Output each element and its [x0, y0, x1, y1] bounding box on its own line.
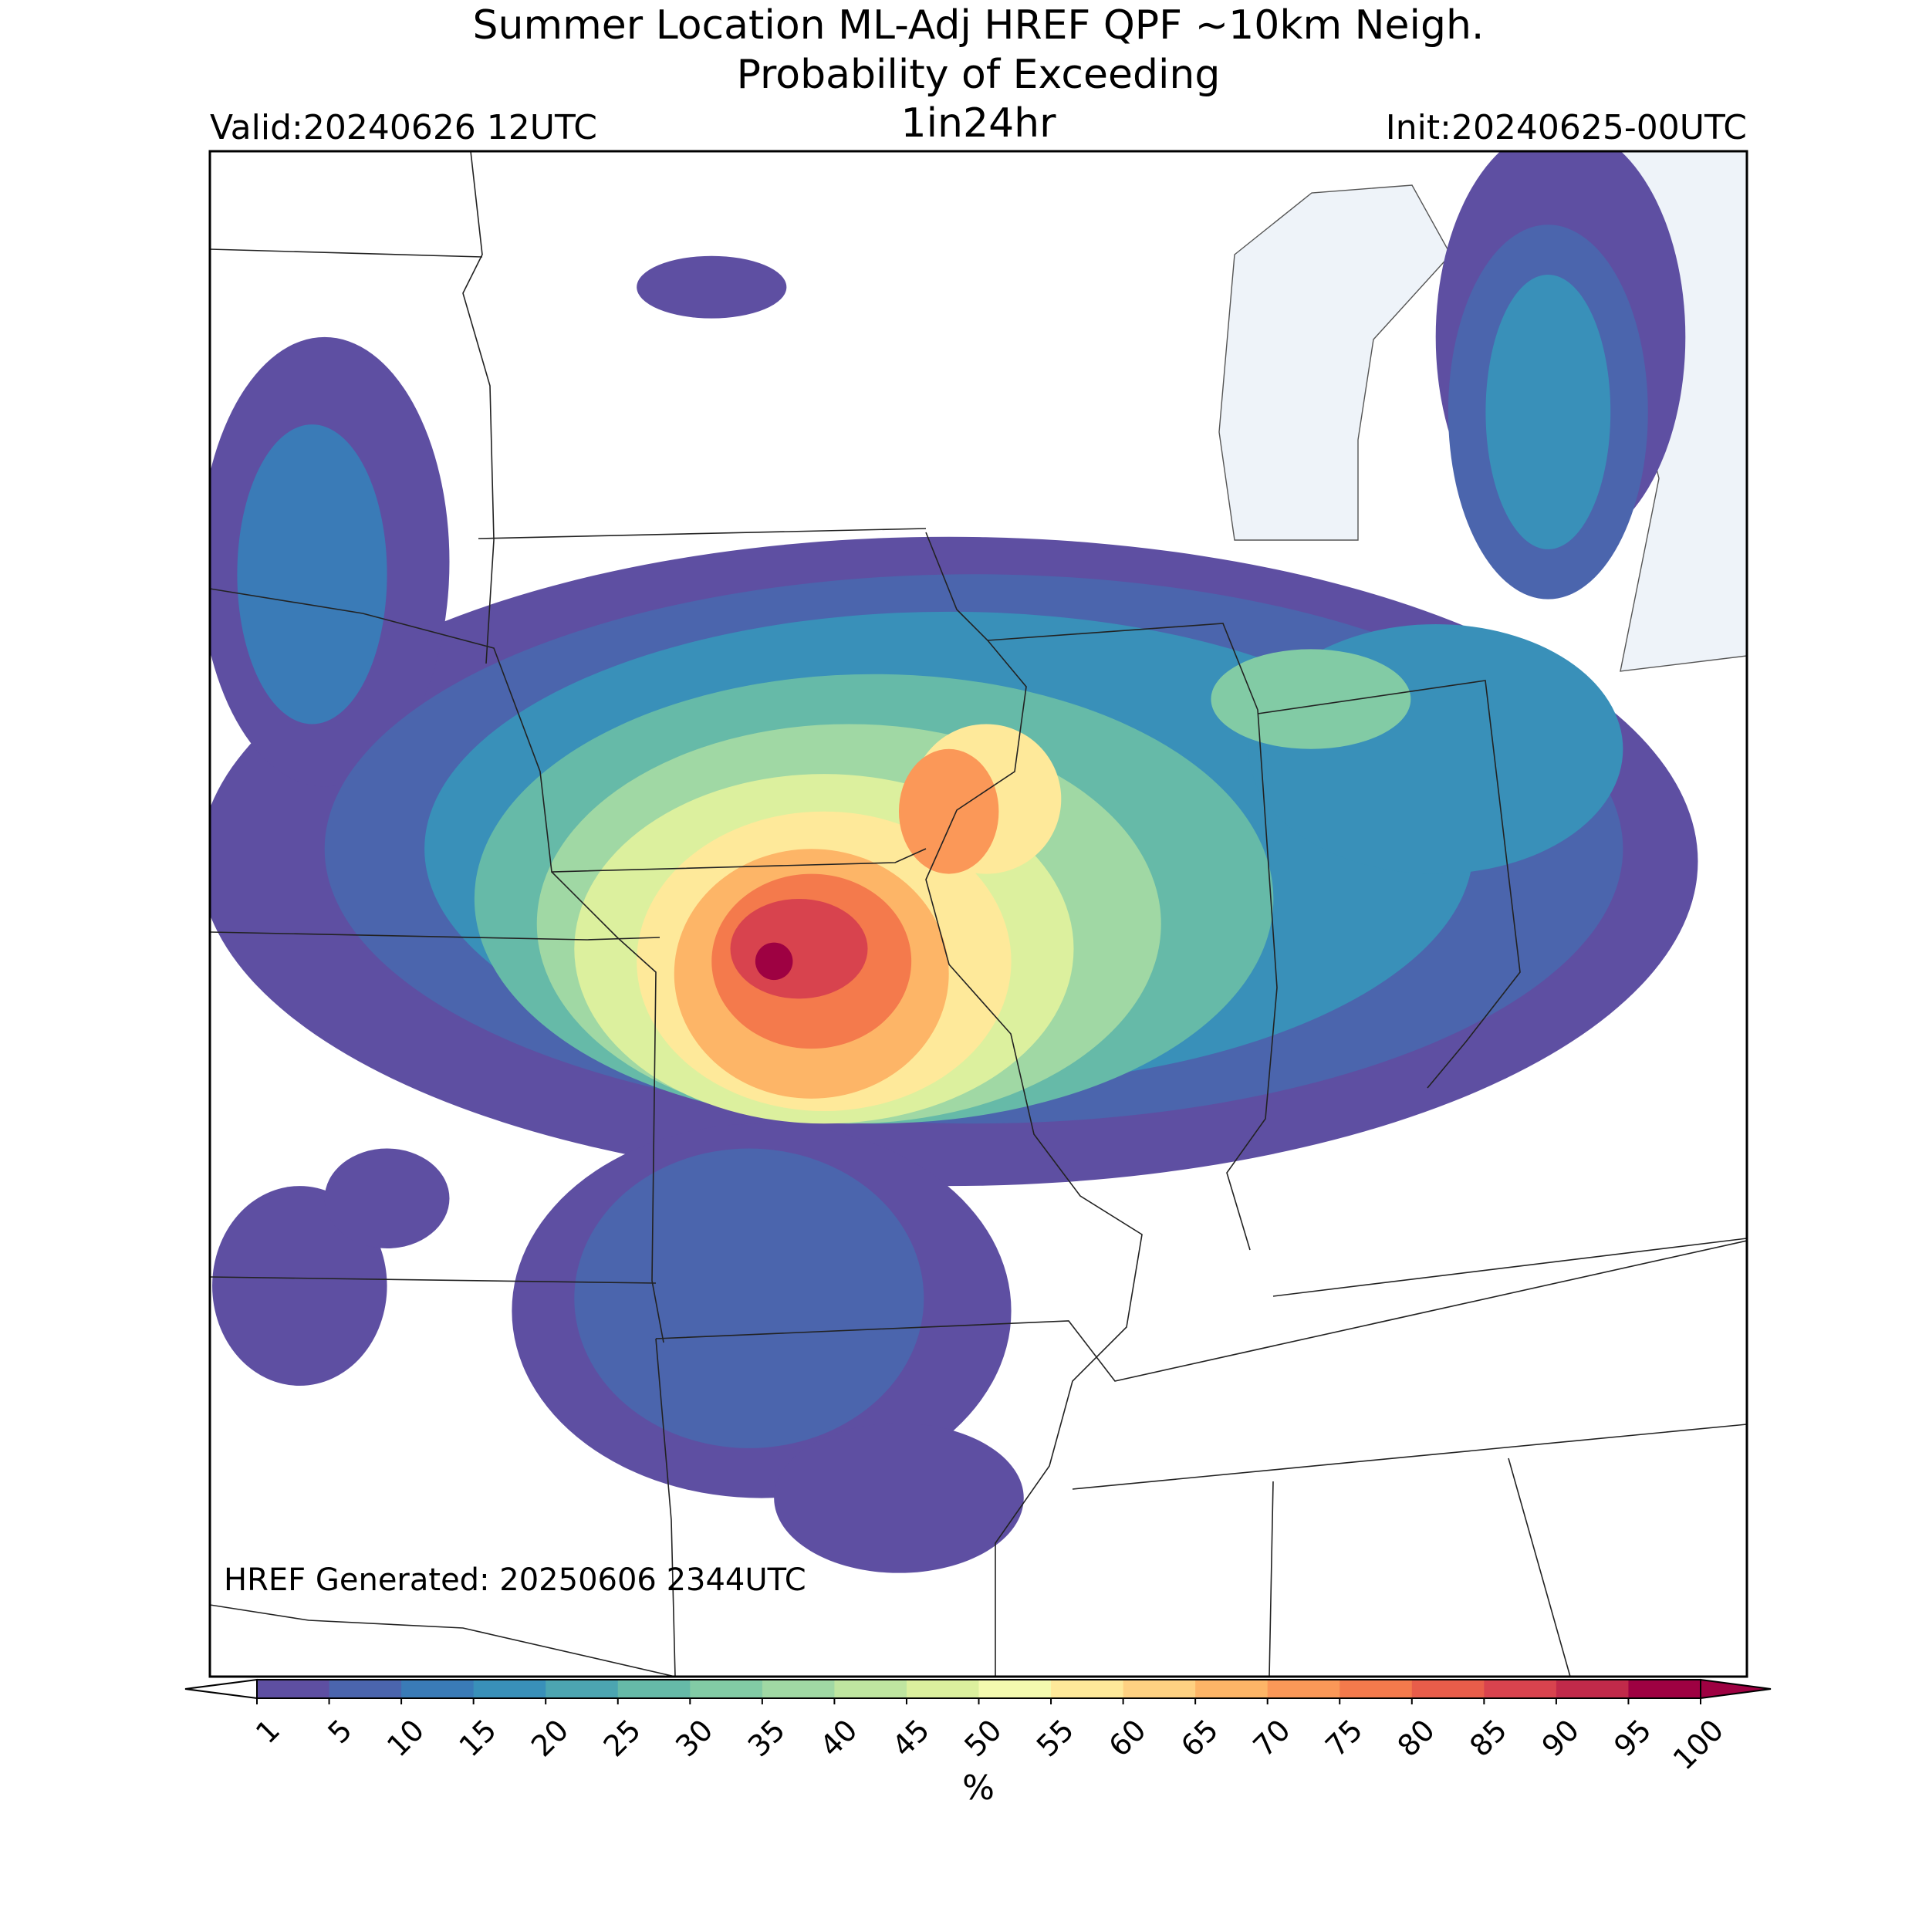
colorbar-tick-label: 95 [1607, 1713, 1657, 1763]
state-border [462, 151, 495, 664]
colorbar-segment [978, 1680, 1052, 1698]
state-border [210, 1276, 657, 1284]
colorbar-tick-label: 80 [1391, 1713, 1441, 1763]
river-border [925, 532, 1143, 1677]
title-line: 1in24hr [901, 100, 1057, 147]
colorbar-segment [329, 1680, 402, 1698]
state-border [987, 623, 1278, 1251]
precip-area [755, 942, 793, 981]
precip-area [637, 255, 787, 319]
colorbar-segment [1195, 1680, 1269, 1698]
colorbar-label: % [962, 1768, 995, 1808]
colorbar-tick-label: 100 [1667, 1713, 1730, 1776]
colorbar-tick-label: 20 [525, 1713, 575, 1763]
colorbar-tick-label: 90 [1535, 1713, 1586, 1763]
colorbar-segment [1628, 1680, 1701, 1698]
precip-area [1211, 649, 1411, 749]
colorbar-segment [906, 1680, 979, 1698]
colorbar-under [184, 1678, 258, 1700]
precip-area [237, 424, 387, 724]
precip-area [1485, 274, 1611, 549]
state-border [210, 1604, 676, 1677]
state-border [1269, 1457, 1571, 1677]
colorbar-tick-label: 5 [321, 1713, 358, 1750]
state-border [210, 248, 483, 258]
colorbar-tick-label: 50 [958, 1713, 1008, 1763]
init-time: Init:20240625-00UTC [1386, 108, 1747, 147]
state-border [478, 528, 927, 539]
colorbar-tick-label: 1 [249, 1713, 286, 1750]
colorbar-segment [762, 1680, 835, 1698]
colorbar-tick-label: 45 [886, 1713, 936, 1763]
colorbar-segment [834, 1680, 907, 1698]
precip-area [730, 898, 868, 999]
state-border [551, 871, 664, 1343]
state-border [1257, 680, 1521, 1089]
precip-area [324, 1148, 450, 1248]
lake [1218, 184, 1451, 541]
colorbar-segment [401, 1680, 475, 1698]
colorbar-tick-label: 75 [1319, 1713, 1369, 1763]
colorbar-segment [1484, 1680, 1557, 1698]
colorbar-segment [473, 1680, 546, 1698]
valid-time: Valid:20240626 12UTC [210, 108, 597, 147]
colorbar-tick-label: 40 [813, 1713, 863, 1763]
colorbar-segment [1123, 1680, 1196, 1698]
state-border [1072, 1424, 1747, 1490]
colorbar-segment [1339, 1680, 1413, 1698]
colorbar-tick-label: 10 [380, 1713, 431, 1763]
colorbar-tick-label: 55 [1030, 1713, 1080, 1763]
colorbar-tick-label: 30 [669, 1713, 719, 1763]
state-border [655, 1338, 676, 1677]
title-line: Summer Location ML-Adj HREF QPF ~10km Ne… [473, 2, 1485, 49]
map-frame [208, 150, 1748, 1678]
colorbar-tick-label: 60 [1102, 1713, 1152, 1763]
state-border [210, 931, 660, 941]
colorbar-segment [1411, 1680, 1485, 1698]
precip-area [898, 748, 999, 874]
map [210, 151, 1747, 1573]
colorbar-tick-label: 85 [1463, 1713, 1513, 1763]
state-border [1272, 1238, 1747, 1297]
state-border [655, 1240, 1747, 1382]
borders [210, 151, 1747, 1677]
colorbar-tick-label: 25 [597, 1713, 647, 1763]
colorbar-tick-label: 15 [453, 1713, 503, 1763]
colorbar-tick-label: 35 [742, 1713, 792, 1763]
state-border [210, 588, 927, 873]
colorbar-segment [690, 1680, 763, 1698]
colorbar: 1 5 10 15 20 25 30 35 40 45 50 55 60 65 70 75 80 85 90 95 10… [184, 1678, 1772, 1776]
colorbar-tick-label: 65 [1174, 1713, 1225, 1763]
colorbar-segment [1556, 1680, 1629, 1698]
colorbar-segment [257, 1680, 330, 1698]
colorbar-segment [617, 1680, 691, 1698]
generated-note: HREF Generated: 20250606 2344UTC [224, 1562, 806, 1598]
colorbar-segment [1267, 1680, 1340, 1698]
colorbar-over [1700, 1678, 1772, 1700]
title-line: Probability of Exceeding [737, 52, 1221, 98]
precip-area [774, 1423, 1024, 1573]
precip-area [574, 1148, 924, 1448]
colorbar-segment [546, 1680, 619, 1698]
colorbar-tick-label: 70 [1247, 1713, 1297, 1763]
precip-area [212, 1186, 387, 1386]
colorbar-segment [1051, 1680, 1124, 1698]
